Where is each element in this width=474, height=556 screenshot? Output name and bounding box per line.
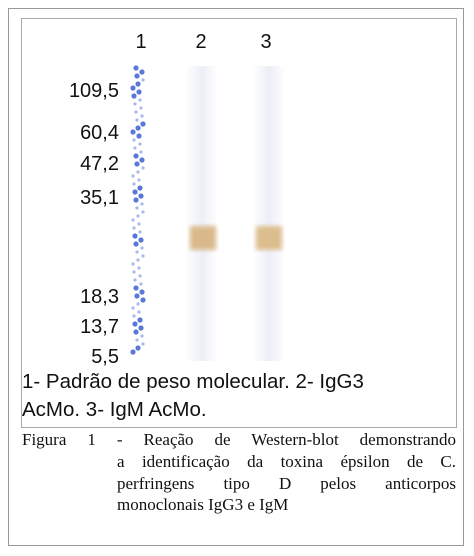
ladder-dot xyxy=(135,118,138,121)
ladder-dot xyxy=(137,222,140,225)
ladder-dot xyxy=(140,114,143,117)
ladder-dot xyxy=(130,85,135,90)
ladder-dot xyxy=(131,93,136,98)
ladder-dot xyxy=(137,178,140,181)
marker-label: 35,1 xyxy=(80,187,119,209)
ladder-dot xyxy=(136,89,141,94)
ladder-dot xyxy=(136,214,139,217)
marker-label: 109,5 xyxy=(69,80,119,102)
ladder-dot xyxy=(131,262,134,265)
lane-label: 1 xyxy=(135,31,146,53)
ladder-dot xyxy=(131,306,134,309)
ladder-dot xyxy=(138,142,141,145)
band xyxy=(190,226,216,250)
page: 1 2 3 109,5 60,4 47,2 35,1 18,3 13,7 5,5 1- Padrã… xyxy=(0,0,474,556)
ladder-dot xyxy=(138,230,141,233)
ladder-dot xyxy=(141,254,144,257)
ladder-dot xyxy=(138,325,143,330)
caption-line: Figura 1 - Reação de Western-blot demons… xyxy=(22,430,456,450)
ladder-dot xyxy=(132,138,135,141)
ladder-dot xyxy=(139,69,144,74)
ladder-dot xyxy=(140,334,143,337)
legend-line: 1- Padrão de peso molecular. 2- IgG3 xyxy=(22,370,364,394)
ladder-dot xyxy=(133,197,138,202)
ladder-dot xyxy=(130,349,135,354)
ladder-dot xyxy=(137,317,142,322)
ladder-dot xyxy=(138,193,143,198)
marker-label: 60,4 xyxy=(80,122,119,144)
legend-line: AcMo. 3- IgM AcMo. xyxy=(22,398,207,422)
ladder-dot xyxy=(140,202,143,205)
ladder-dot xyxy=(135,250,138,253)
ladder-dot xyxy=(132,314,135,317)
ladder-lane xyxy=(130,65,145,354)
ladder-dot xyxy=(139,282,142,285)
ladder-dot xyxy=(133,329,138,334)
caption-line: perfringens tipo D pelos anticorpos xyxy=(117,474,456,494)
lane-label: 3 xyxy=(260,31,271,53)
ladder-dot xyxy=(140,121,145,126)
ladder-dot xyxy=(141,210,144,213)
ladder-dot xyxy=(141,78,144,81)
lane-label: 2 xyxy=(195,31,206,53)
ladder-dot xyxy=(133,65,138,70)
ladder-dot xyxy=(135,338,138,341)
ladder-dot xyxy=(135,81,140,86)
lane-strip xyxy=(253,66,285,361)
ladder-dot xyxy=(140,297,145,302)
ladder-dot xyxy=(132,233,137,238)
blot-image: 1 2 3 109,5 60,4 47,2 35,1 18,3 13,7 5,5 xyxy=(0,0,474,556)
ladder-dot xyxy=(139,289,144,294)
ladder-dot xyxy=(136,258,139,261)
ladder-dot xyxy=(136,302,139,305)
ladder-dot xyxy=(141,342,144,345)
ladder-dot xyxy=(131,218,134,221)
ladder-dot xyxy=(139,150,142,153)
ladder-dot xyxy=(136,133,141,138)
ladder-dot xyxy=(131,174,134,177)
lane-strip xyxy=(186,66,218,361)
ladder-dot xyxy=(133,285,138,290)
marker-label: 5,5 xyxy=(91,346,119,368)
ladder-dot xyxy=(133,146,136,149)
ladder-dot xyxy=(133,278,136,281)
ladder-dot xyxy=(134,73,139,78)
ladder-dot xyxy=(134,161,139,166)
ladder-dot xyxy=(136,170,139,173)
marker-label: 18,3 xyxy=(80,286,119,308)
ladder-dot xyxy=(130,129,135,134)
ladder-dot xyxy=(139,106,142,109)
ladder-dot xyxy=(137,185,142,190)
ladder-dot xyxy=(138,237,143,242)
ladder-dot xyxy=(133,153,138,158)
ladder-dot xyxy=(135,125,140,130)
marker-label: 47,2 xyxy=(80,153,119,175)
ladder-dot xyxy=(135,206,138,209)
ladder-dot xyxy=(137,310,140,313)
ladder-dot xyxy=(134,293,139,298)
caption-line: a identificação da toxina épsilon de C. xyxy=(117,452,456,472)
ladder-dot xyxy=(141,166,144,169)
band xyxy=(256,226,282,250)
ladder-dot xyxy=(133,241,138,246)
ladder-dot xyxy=(134,110,137,113)
ladder-dot xyxy=(138,98,141,101)
caption-line: monoclonais IgG3 e IgM xyxy=(117,495,456,515)
ladder-dot xyxy=(132,321,137,326)
ladder-dot xyxy=(132,226,135,229)
ladder-dot xyxy=(132,182,135,185)
ladder-dot xyxy=(139,157,144,162)
ladder-dot xyxy=(140,246,143,249)
ladder-dot xyxy=(135,345,140,350)
ladder-dot xyxy=(133,102,136,105)
ladder-dot xyxy=(138,274,141,277)
marker-label: 13,7 xyxy=(80,316,119,338)
ladder-dot xyxy=(137,266,140,269)
ladder-dot xyxy=(132,189,137,194)
ladder-dot xyxy=(132,270,135,273)
